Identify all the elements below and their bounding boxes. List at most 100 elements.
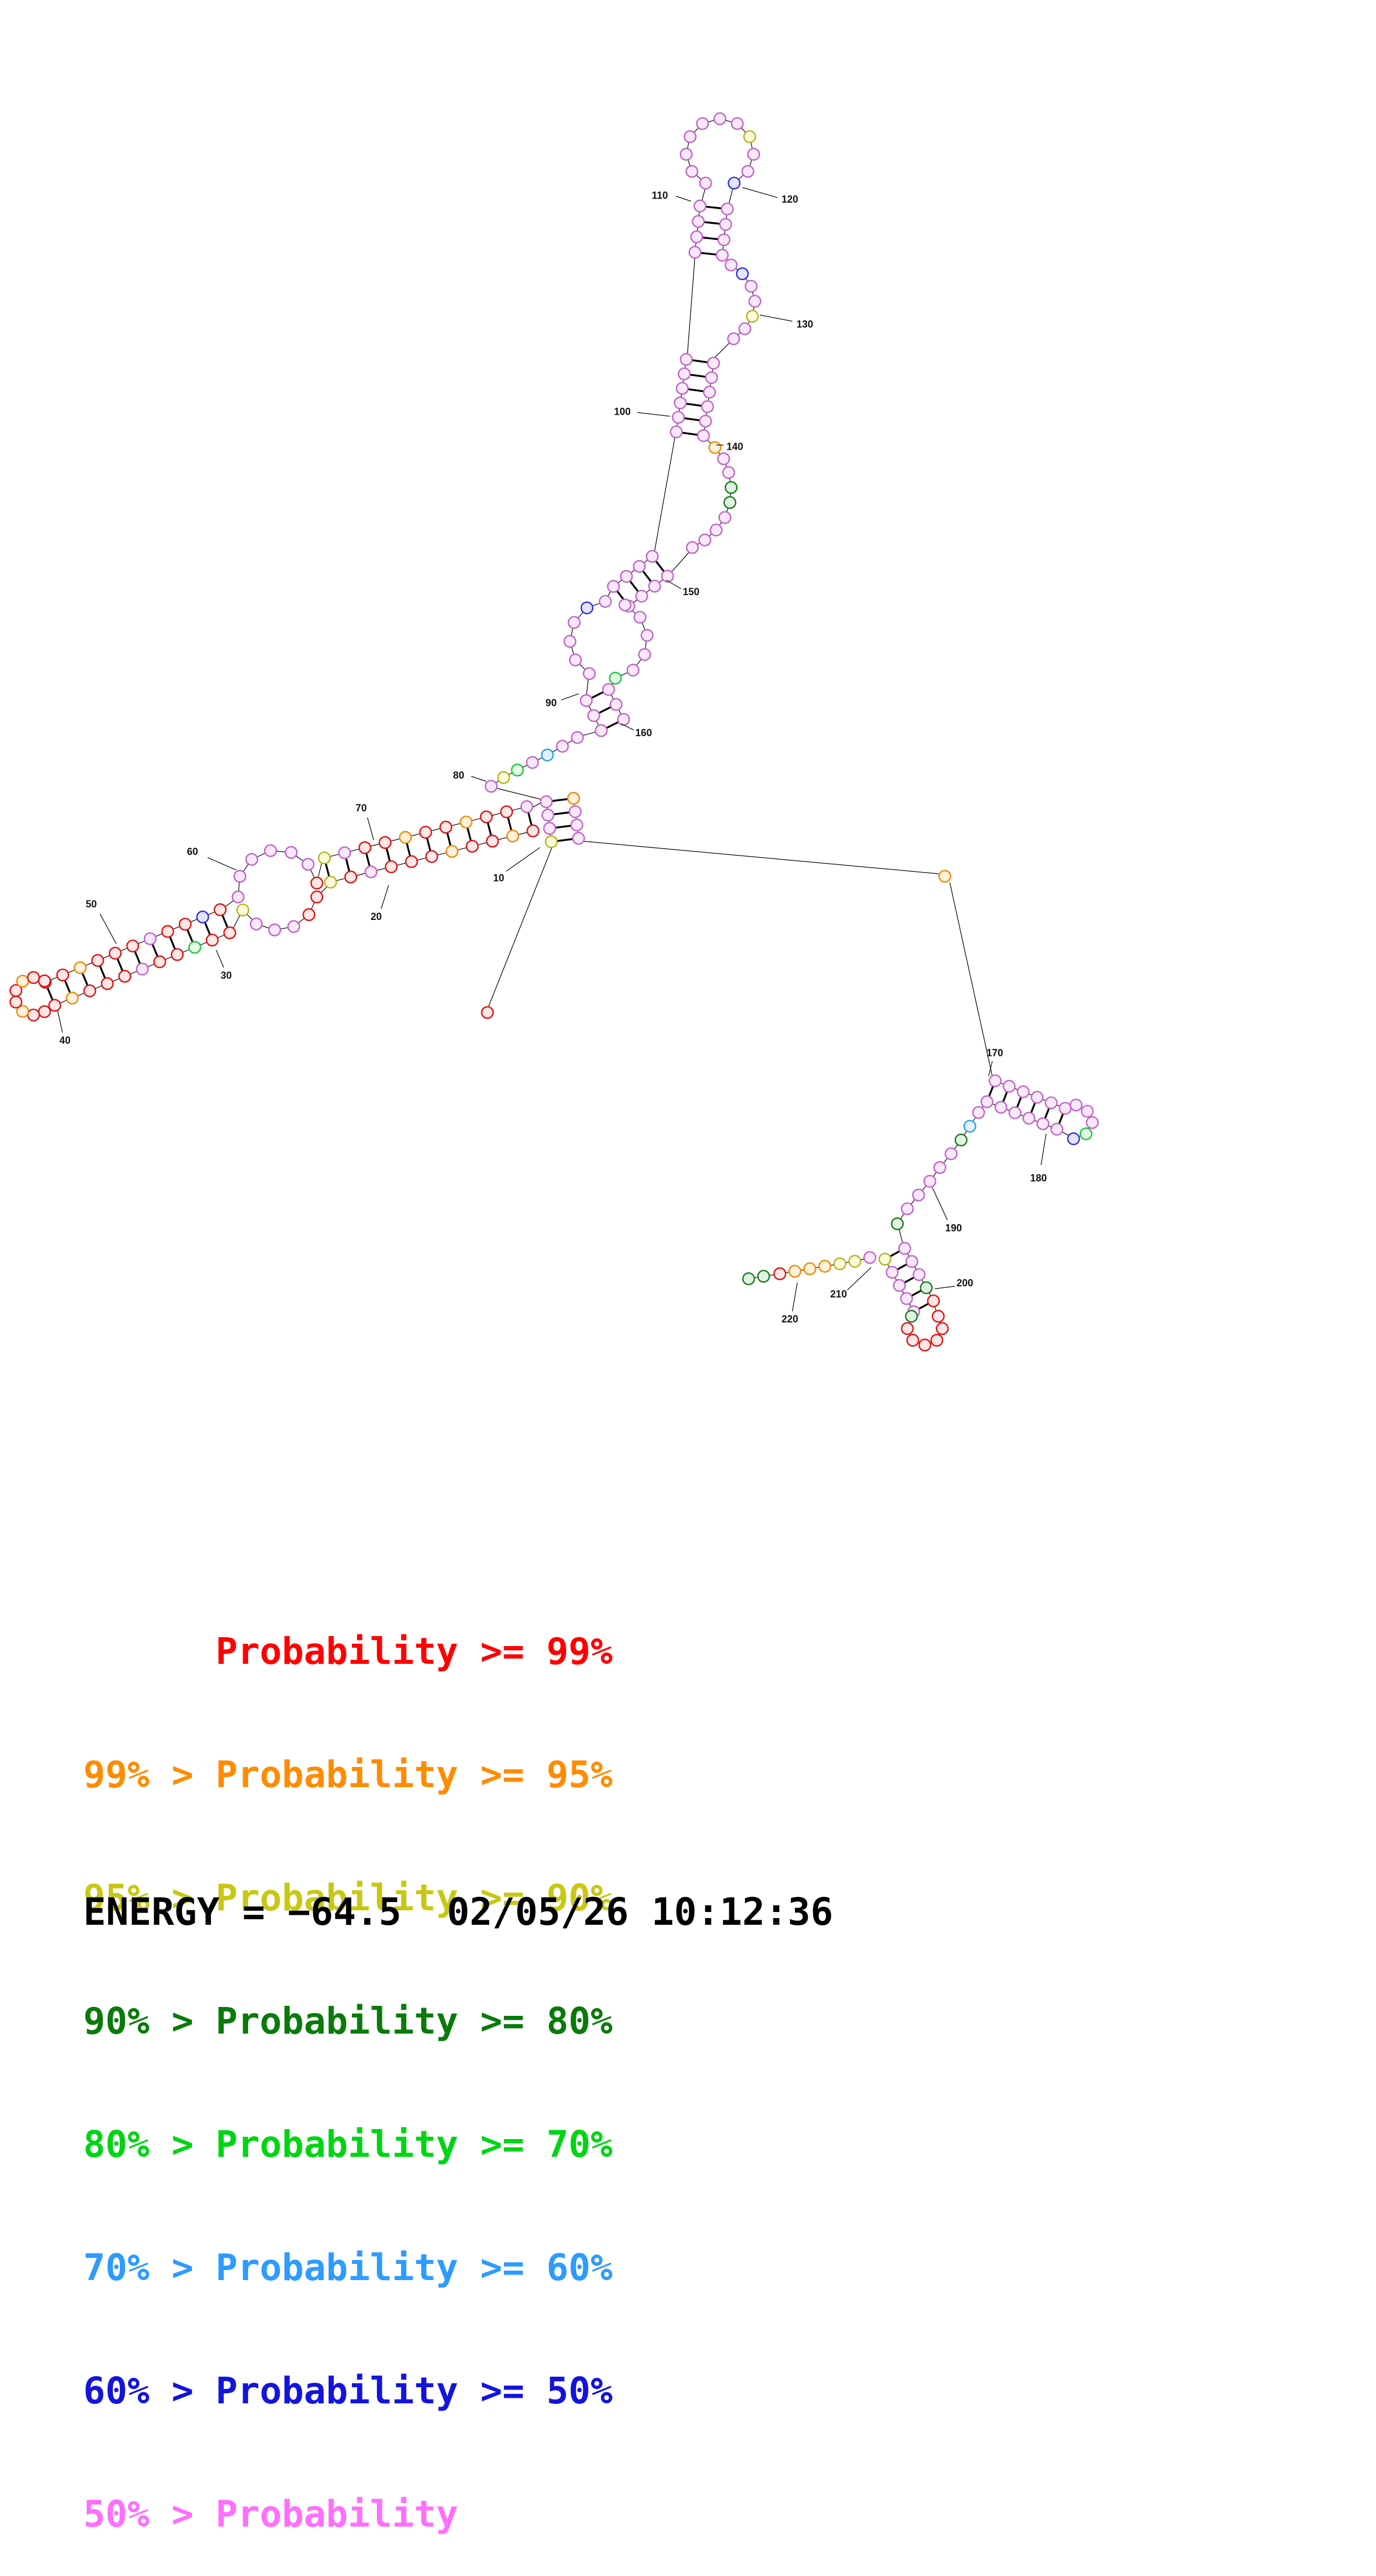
sequence-number-label: 200 (956, 1277, 973, 1289)
nucleotide (1070, 1098, 1083, 1112)
backbone-line (207, 857, 236, 871)
nucleotide (161, 925, 174, 938)
nucleotide (728, 177, 741, 190)
nucleotide (556, 739, 569, 753)
nucleotide (646, 550, 659, 563)
nucleotide (954, 1133, 968, 1147)
nucleotide (609, 698, 623, 711)
sequence-number-label: 180 (1030, 1173, 1047, 1184)
nucleotide (683, 130, 697, 143)
backbone-line (637, 412, 670, 417)
nucleotide (717, 233, 730, 246)
nucleotide (583, 667, 596, 680)
nucleotide (543, 822, 556, 835)
nucleotide (724, 258, 738, 271)
nucleotide (1030, 1090, 1044, 1104)
backbone-line (488, 846, 553, 1007)
sequence-number-label: 50 (85, 899, 97, 910)
nucleotide (214, 903, 227, 917)
nucleotide (923, 1175, 936, 1188)
nucleotide (697, 429, 710, 442)
nucleotide (678, 367, 691, 381)
legend-entry: 50% > Probability (83, 2493, 458, 2535)
nucleotide (696, 117, 709, 130)
sequence-number-label: 90 (546, 697, 557, 708)
nucleotide (385, 860, 398, 873)
nucleotide (358, 841, 371, 854)
nucleotide (713, 112, 727, 125)
nucleotide (205, 933, 219, 947)
nucleotide (738, 322, 752, 335)
nucleotide (818, 1260, 831, 1273)
nucleotide (1067, 1132, 1080, 1145)
nucleotide (572, 832, 585, 845)
nucleotide (878, 1252, 891, 1266)
nucleotide (705, 371, 718, 384)
nucleotide (619, 570, 633, 583)
backbone-line (471, 776, 487, 782)
nucleotide (569, 653, 582, 667)
nucleotide (567, 792, 580, 805)
nucleotide (602, 683, 615, 696)
nucleotide (707, 356, 720, 370)
nucleotide (500, 805, 513, 818)
nucleotide (310, 890, 324, 904)
nucleotide (690, 230, 703, 244)
backbone-line (215, 949, 224, 968)
nucleotide (703, 385, 716, 399)
legend-entry: 90% > Probability >= 80% (83, 2000, 613, 2042)
nucleotide (757, 1270, 770, 1283)
nucleotide (901, 1322, 914, 1335)
nucleotide (541, 808, 555, 822)
nucleotide (633, 560, 646, 573)
nucleotide (445, 844, 458, 858)
backbone-line (669, 550, 692, 574)
nucleotide (720, 202, 734, 216)
backbone-line (1040, 1134, 1047, 1165)
nucleotide (717, 452, 730, 465)
nucleotide (379, 836, 392, 849)
sequence-number-labels: 10 20 30 40 50 60 70 80 90 100 110 120 130 140 150 160 1… (57, 187, 1047, 1325)
legend-entry: Probability >= 99% (83, 1630, 613, 1673)
nucleotide (571, 731, 584, 744)
nucleotide (497, 771, 510, 784)
nucleotide (730, 117, 744, 130)
nucleotide (885, 1266, 899, 1279)
nucleotide (485, 779, 498, 793)
backbone-line (676, 195, 692, 202)
nucleotide (673, 396, 687, 410)
nucleotide (905, 1310, 918, 1323)
nucleotide (944, 1147, 958, 1160)
nucleotide (1002, 1080, 1016, 1093)
nucleotide (972, 1106, 985, 1119)
legend-entry: 80% > Probability >= 70% (83, 2123, 613, 2166)
nucleotide (735, 267, 749, 280)
nucleotide (16, 974, 29, 988)
nucleotide (587, 709, 601, 722)
legend-entry: 95% > Probability >= 90% (83, 1876, 613, 1919)
nucleotide (439, 821, 452, 834)
nucleotide (460, 816, 473, 829)
nucleotide (268, 923, 281, 937)
nucleotide (699, 177, 712, 190)
nucleotide (913, 1268, 926, 1281)
nucleotide (906, 1334, 920, 1347)
nucleotide (638, 648, 651, 661)
nucleotide (1059, 1101, 1072, 1115)
nucleotide (301, 858, 315, 871)
sequence-number-label: 160 (636, 727, 652, 738)
nucleotide (863, 1251, 876, 1264)
nucleotide (893, 1279, 906, 1292)
nucleotide (118, 969, 132, 983)
rna-structure-diagram: 10 20 30 40 50 60 70 80 90 100 110 120 130 140 150 160 1… (9, 112, 1099, 1352)
sequence-number-label: 110 (652, 190, 668, 201)
nucleotide (1036, 1117, 1050, 1130)
nucleotide (692, 215, 705, 228)
nucleotide (1045, 1096, 1058, 1110)
nucleotide (231, 890, 245, 904)
nucleotide (236, 903, 250, 917)
nucleotide (143, 932, 157, 945)
nucleotide (701, 400, 714, 414)
nucleotide (480, 810, 493, 824)
nucleotide (669, 425, 683, 439)
